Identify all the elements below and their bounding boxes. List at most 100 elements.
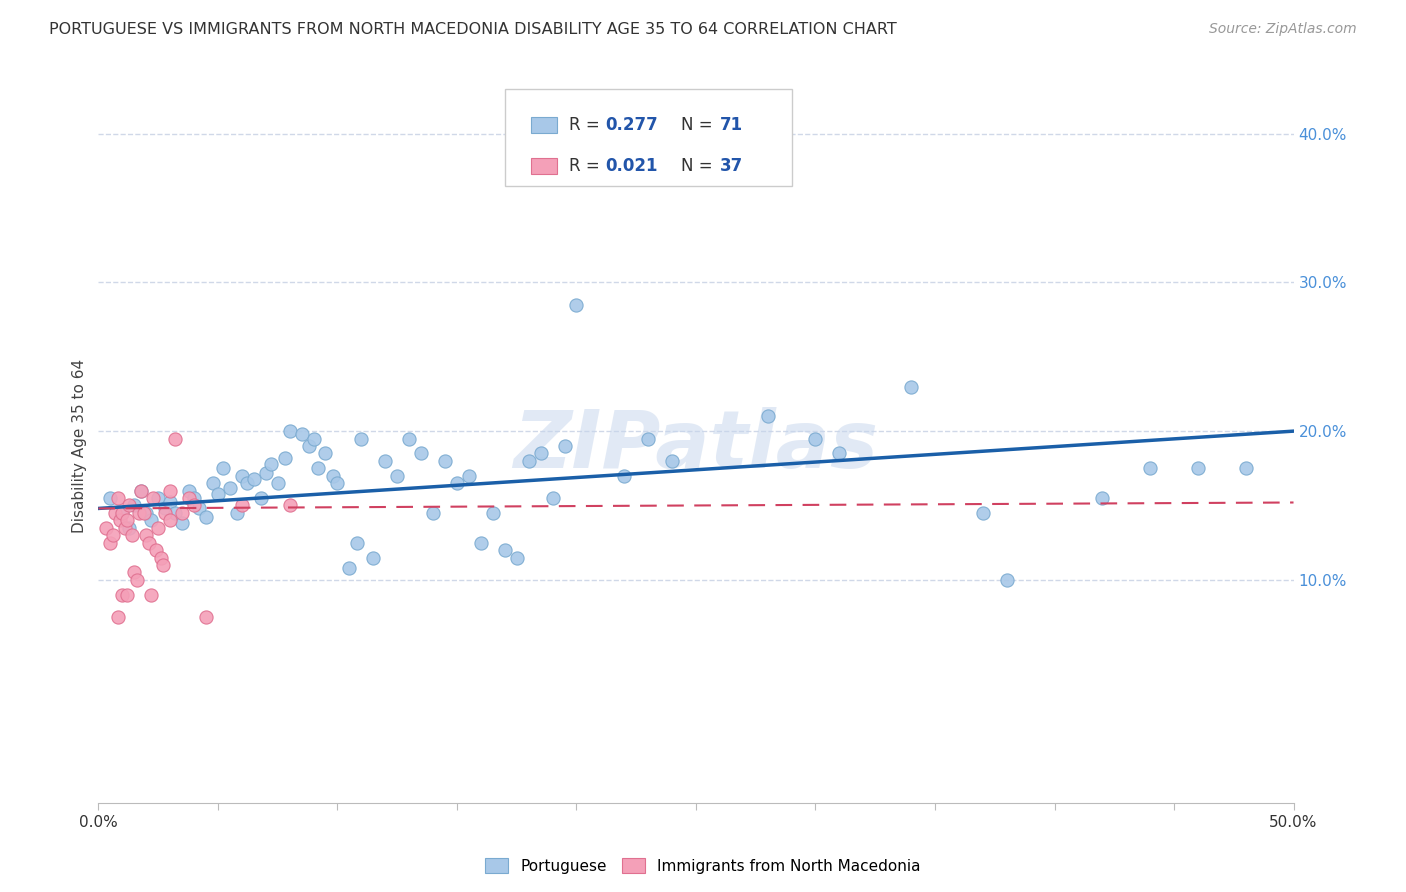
Point: [1234, 461, 1257, 475]
Point: [315, 446, 337, 460]
Point: [111, 506, 134, 520]
Point: [135, 506, 157, 520]
Point: [506, 550, 529, 565]
Point: [183, 499, 205, 513]
Point: [637, 432, 659, 446]
Point: [278, 499, 301, 513]
Point: [995, 573, 1018, 587]
Point: [446, 476, 468, 491]
Point: [494, 543, 516, 558]
Point: [1187, 461, 1209, 475]
Point: [481, 506, 505, 520]
Point: [148, 491, 170, 505]
Point: [411, 446, 433, 460]
Point: [131, 483, 153, 498]
Point: [254, 466, 277, 480]
Point: [458, 468, 481, 483]
Point: [326, 476, 349, 491]
Point: [195, 510, 218, 524]
Point: [530, 446, 553, 460]
Point: [179, 483, 201, 498]
Point: [828, 446, 851, 460]
Point: [434, 454, 457, 468]
Point: [298, 439, 321, 453]
Point: [243, 472, 266, 486]
Point: [900, 379, 922, 393]
Point: [235, 476, 257, 491]
Point: [374, 454, 396, 468]
Point: [163, 432, 186, 446]
Text: 0.277: 0.277: [605, 116, 658, 134]
Point: [554, 439, 576, 453]
Point: [172, 506, 194, 520]
Point: [148, 521, 170, 535]
Point: [307, 461, 329, 475]
Point: [159, 495, 181, 509]
Text: N =: N =: [661, 157, 718, 175]
FancyBboxPatch shape: [505, 89, 792, 186]
Point: [149, 550, 172, 565]
Point: [350, 432, 373, 446]
Text: PORTUGUESE VS IMMIGRANTS FROM NORTH MACEDONIA DISABILITY AGE 35 TO 64 CORRELATIO: PORTUGUESE VS IMMIGRANTS FROM NORTH MACE…: [49, 22, 897, 37]
Point: [139, 513, 162, 527]
Point: [121, 528, 143, 542]
Point: [124, 566, 146, 580]
Text: R =: R =: [569, 157, 606, 175]
Point: [104, 506, 127, 520]
FancyBboxPatch shape: [531, 158, 557, 174]
Point: [115, 588, 138, 602]
Point: [118, 499, 141, 513]
Point: [274, 450, 297, 465]
Point: [202, 476, 225, 491]
Point: [138, 535, 160, 549]
Point: [322, 468, 344, 483]
Point: [155, 506, 177, 520]
Text: 0.021: 0.021: [605, 157, 658, 175]
Point: [98, 535, 122, 549]
Text: Source: ZipAtlas.com: Source: ZipAtlas.com: [1209, 22, 1357, 37]
FancyBboxPatch shape: [531, 117, 557, 133]
Point: [267, 476, 290, 491]
Point: [972, 506, 994, 520]
Point: [756, 409, 779, 424]
Point: [183, 491, 205, 505]
Point: [128, 506, 150, 520]
Point: [470, 535, 492, 549]
Point: [385, 468, 409, 483]
Text: 71: 71: [720, 116, 742, 134]
Point: [1139, 461, 1161, 475]
Point: [159, 513, 181, 527]
Point: [565, 298, 588, 312]
Point: [111, 506, 134, 520]
Point: [278, 424, 301, 438]
Text: 37: 37: [720, 157, 744, 175]
Point: [159, 483, 181, 498]
Point: [172, 516, 194, 531]
Point: [152, 558, 174, 572]
Point: [163, 506, 186, 520]
Point: [155, 501, 177, 516]
Point: [108, 513, 131, 527]
Point: [363, 550, 385, 565]
Point: [179, 491, 201, 505]
Point: [804, 432, 827, 446]
Point: [94, 521, 117, 535]
Point: [1091, 491, 1114, 505]
Point: [132, 506, 155, 520]
Point: [125, 573, 148, 587]
Point: [231, 468, 253, 483]
Point: [517, 454, 540, 468]
Point: [107, 610, 129, 624]
Point: [131, 483, 153, 498]
Point: [422, 506, 444, 520]
Point: [661, 454, 683, 468]
Point: [346, 535, 368, 549]
Point: [187, 501, 209, 516]
Point: [135, 528, 157, 542]
Point: [107, 491, 129, 505]
Point: [211, 461, 233, 475]
Point: [259, 457, 281, 471]
Point: [118, 521, 141, 535]
Point: [139, 588, 162, 602]
Point: [226, 506, 249, 520]
